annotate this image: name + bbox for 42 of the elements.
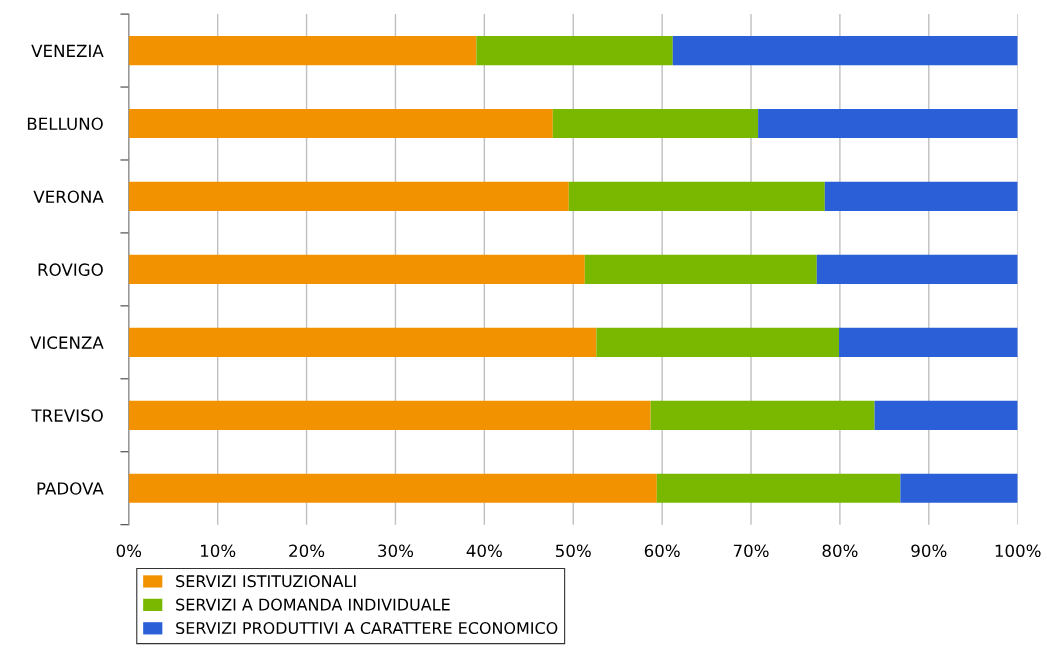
bar [568, 181, 825, 212]
y-tick-label: TREVISO [31, 409, 103, 422]
bar [824, 181, 1018, 212]
bar [672, 35, 1018, 66]
x-tick-label: 30% [378, 544, 414, 558]
y-tick-label: ROVIGO [38, 263, 103, 276]
x-tick-label: 90% [911, 544, 947, 558]
x-tick-label: 40% [466, 544, 502, 558]
bar [650, 400, 875, 430]
bar [596, 327, 840, 357]
x-tick-label: 50% [556, 544, 591, 558]
bar [584, 254, 817, 284]
bar [128, 254, 585, 284]
bar [758, 108, 1018, 139]
y-tick-label: BELLUNO [27, 117, 103, 131]
y-tick-label: PADOVA [37, 482, 104, 495]
bar [900, 473, 1018, 503]
bar [839, 327, 1018, 357]
bar [128, 473, 657, 503]
bar [816, 254, 1018, 284]
x-tick-label: 80% [822, 544, 858, 558]
x-tick-label: 10% [200, 544, 236, 558]
x-tick-label: 100% [995, 544, 1041, 558]
bar [874, 400, 1018, 430]
bar [656, 473, 901, 503]
bar [128, 108, 553, 139]
bar [552, 108, 759, 139]
legend-label: SERVIZI PRODUTTIVI A CARATTERE ECONOMICO [176, 622, 558, 635]
bar [128, 181, 569, 212]
bar [128, 35, 477, 66]
x-tick-label: 20% [289, 544, 325, 558]
y-tick-label: VICENZA [30, 336, 104, 349]
x-tick-label: 60% [644, 544, 680, 558]
legend-label: SERVIZI ISTITUZIONALI [176, 575, 356, 588]
x-tick-label: 0% [116, 544, 142, 558]
bar [128, 327, 597, 357]
y-tick-label: VENEZIA [31, 44, 104, 57]
legend-label: SERVIZI A DOMANDA INDIVIDUALE [176, 598, 450, 611]
bar [476, 35, 673, 66]
bar [128, 400, 651, 430]
x-tick-label: 70% [733, 544, 769, 558]
y-tick-label: VERONA [33, 190, 104, 204]
